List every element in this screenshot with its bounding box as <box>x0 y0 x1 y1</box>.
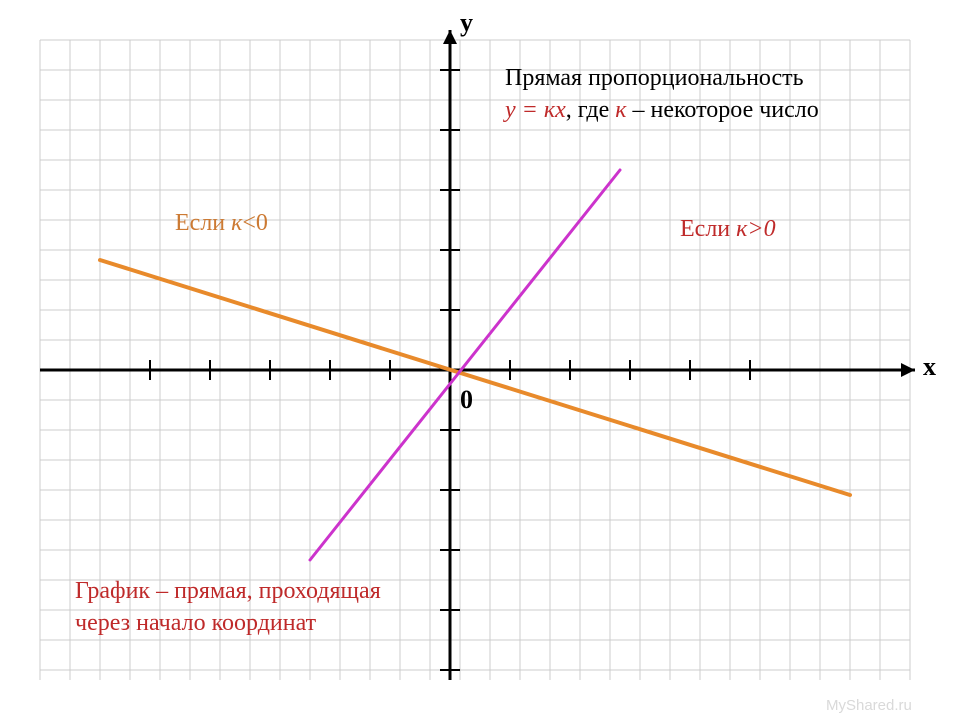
kneg-var: к <box>231 210 242 236</box>
kneg-suffix: <0 <box>242 210 268 236</box>
title-equation: у = кх <box>505 97 566 123</box>
watermark: MyShared.ru <box>826 697 912 714</box>
footer-caption: График – прямая, проходящая через начало… <box>75 575 381 640</box>
annotation-k-positive: Если к>0 <box>680 216 776 243</box>
y-axis-label: y <box>460 8 473 38</box>
kpos-var: к>0 <box>736 216 775 242</box>
x-axis-label: x <box>923 352 936 382</box>
title-var: к <box>615 97 626 123</box>
title-line1: Прямая пропорциональность <box>505 62 819 94</box>
kpos-prefix: Если <box>680 216 736 242</box>
origin-label: 0 <box>460 385 473 415</box>
title-sep: , где <box>566 97 616 123</box>
title-caption: Прямая пропорциональность у = кх, где к … <box>505 62 819 127</box>
kneg-prefix: Если <box>175 210 231 236</box>
annotation-k-negative: Если к<0 <box>175 210 268 237</box>
footer-line2: через начало координат <box>75 607 381 639</box>
title-tail: – некоторое число <box>626 97 818 123</box>
footer-line1: График – прямая, проходящая <box>75 575 381 607</box>
